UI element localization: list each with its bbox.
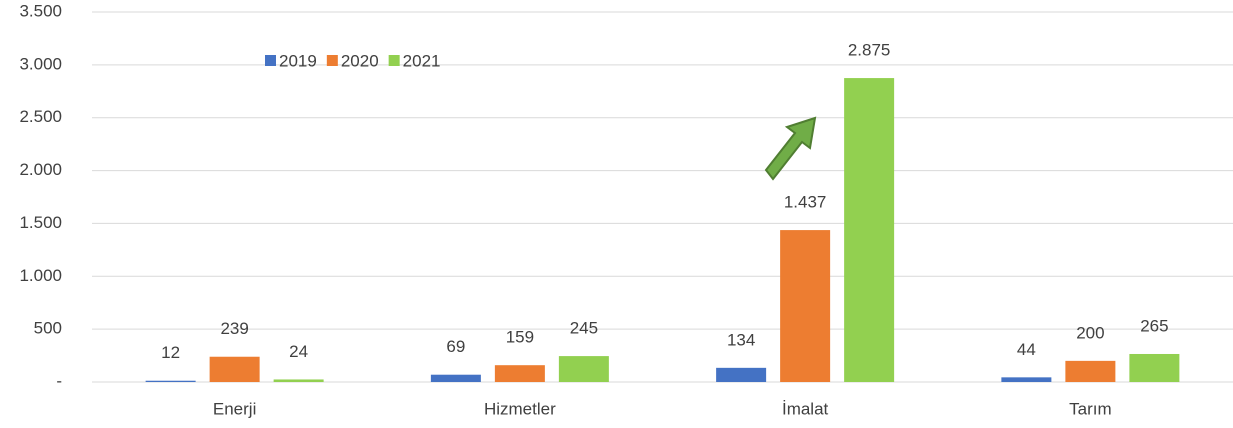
bar	[209, 356, 260, 382]
legend-swatch	[388, 55, 400, 66]
bar	[273, 379, 324, 382]
bar	[1129, 353, 1180, 382]
legend-label: 2021	[403, 51, 441, 70]
bar	[1001, 377, 1052, 382]
data-label: 12	[161, 343, 180, 362]
legend-label: 2019	[279, 51, 317, 70]
x-tick-label: Tarım	[1069, 399, 1112, 418]
data-label: 24	[289, 342, 308, 361]
bar	[1065, 360, 1116, 382]
data-label: 245	[570, 319, 598, 338]
bar	[844, 78, 895, 383]
legend-swatch	[265, 55, 276, 66]
data-label: 44	[1017, 340, 1036, 359]
y-tick-label: 3.500	[19, 1, 62, 20]
y-tick-label: -	[56, 371, 62, 390]
bar	[145, 380, 196, 382]
x-tick-label: Enerji	[213, 399, 256, 418]
data-label: 2.875	[848, 41, 891, 60]
data-label: 239	[220, 319, 248, 338]
y-tick-label: 1.500	[19, 213, 62, 232]
y-tick-label: 3.000	[19, 54, 62, 73]
bar	[716, 367, 767, 382]
x-tick-label: İmalat	[782, 399, 829, 418]
y-tick-label: 1.000	[19, 266, 62, 285]
x-tick-label: Hizmetler	[484, 399, 556, 418]
data-label: 265	[1140, 316, 1168, 335]
bar	[558, 356, 609, 382]
legend-swatch	[326, 55, 338, 66]
bar	[494, 365, 545, 382]
data-label: 159	[506, 328, 534, 347]
y-tick-label: 500	[34, 319, 62, 338]
legend-label: 2020	[341, 51, 379, 70]
bar	[430, 374, 481, 382]
bar	[780, 230, 831, 382]
data-label: 134	[727, 330, 755, 349]
data-label: 1.437	[784, 193, 827, 212]
y-tick-label: 2.000	[19, 160, 62, 179]
data-label: 200	[1076, 323, 1104, 342]
arrow	[764, 116, 817, 181]
y-tick-label: 2.500	[19, 107, 62, 126]
data-label: 69	[446, 337, 465, 356]
